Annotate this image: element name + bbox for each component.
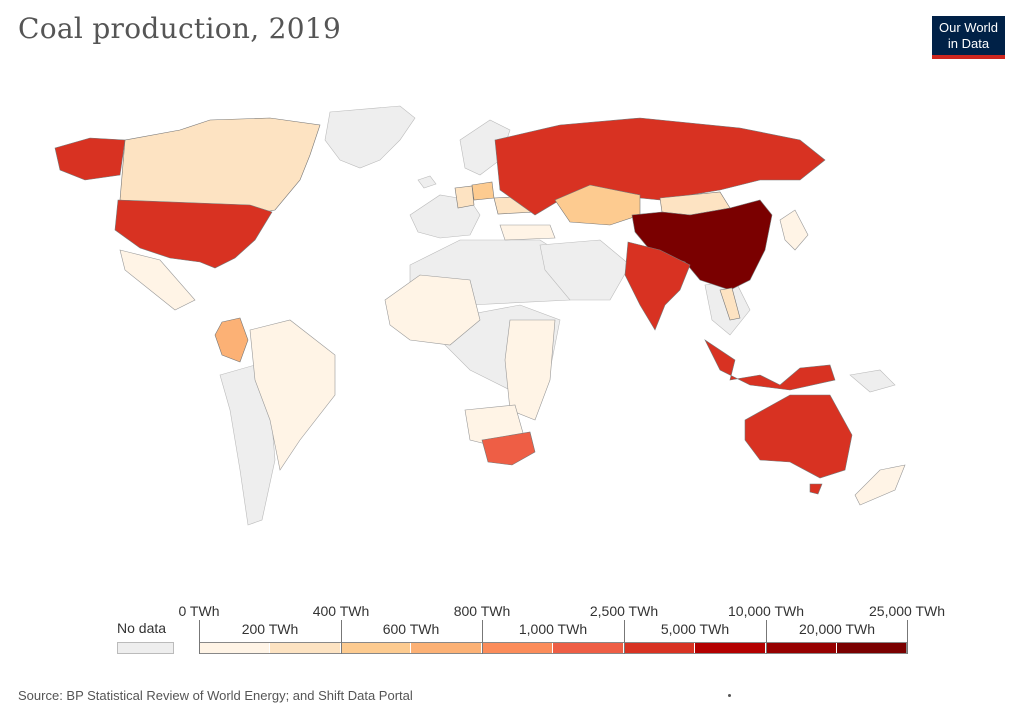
legend-bottom-label: 20,000 TWh [798, 621, 876, 637]
japan [779, 209, 809, 251]
legend-tick [482, 620, 483, 654]
legend-swatch-5 [553, 642, 624, 654]
legend-swatch-1 [270, 642, 341, 654]
low-producers [119, 209, 906, 506]
page-title: Coal production, 2019 [18, 12, 342, 45]
canada[interactable] [119, 117, 321, 216]
legend-top-label: 0 TWh [178, 603, 220, 619]
united-states[interactable] [114, 199, 273, 269]
middle-east [539, 239, 631, 301]
india[interactable] [624, 241, 691, 331]
legend-swatch-0 [199, 642, 270, 654]
alaska[interactable] [54, 137, 126, 181]
legend-tick [199, 620, 200, 654]
russia[interactable] [494, 117, 826, 216]
new-zealand [854, 464, 906, 506]
legend-swatch-8 [766, 642, 837, 654]
tasmania[interactable] [809, 483, 823, 495]
png [849, 369, 896, 393]
australia[interactable] [744, 394, 853, 479]
east-africa [504, 319, 556, 421]
logo-line-2: in Data [947, 36, 990, 51]
legend-bottom-label: 600 TWh [382, 621, 440, 637]
legend-tick [766, 620, 767, 654]
world-map [54, 105, 906, 526]
owid-logo[interactable]: Our World in Data [932, 16, 1005, 59]
iceland [417, 175, 437, 189]
legend-swatch-6 [624, 642, 695, 654]
indonesia[interactable] [704, 339, 836, 391]
source-note: Source: BP Statistical Review of World E… [18, 688, 413, 703]
legend-top-label: 10,000 TWh [727, 603, 805, 619]
legend-swatch-7 [695, 642, 766, 654]
legend-swatch-4 [482, 642, 553, 654]
south-africa[interactable] [481, 431, 536, 466]
no-data-label: No data [117, 620, 167, 636]
mexico [119, 249, 196, 311]
legend-tick [341, 620, 342, 654]
legend-bottom-label: 5,000 TWh [660, 621, 730, 637]
footer-dot [728, 694, 731, 697]
legend-swatch-9 [837, 642, 907, 654]
turkey [499, 224, 556, 241]
legend-tick [907, 620, 908, 654]
legend-tick [624, 620, 625, 654]
legend-top-label: 2,500 TWh [589, 603, 659, 619]
legend-bottom-label: 1,000 TWh [518, 621, 588, 637]
legend-top-label: 800 TWh [453, 603, 511, 619]
germany[interactable] [454, 185, 475, 209]
greenland [324, 105, 416, 169]
south-america-east [249, 319, 336, 471]
poland[interactable] [471, 181, 495, 201]
africa-west [384, 274, 481, 346]
legend-bottom-label: 200 TWh [241, 621, 299, 637]
colombia[interactable] [214, 317, 249, 363]
legend-top-label: 400 TWh [312, 603, 370, 619]
legend-swatch-2 [341, 642, 411, 654]
logo-line-1: Our World [939, 20, 998, 35]
no-data-swatch [117, 642, 174, 654]
legend-swatch-3 [411, 642, 482, 654]
legend-bar-frame [199, 642, 907, 654]
legend-top-label: 25,000 TWh [868, 603, 946, 619]
vietnam[interactable] [719, 287, 741, 321]
